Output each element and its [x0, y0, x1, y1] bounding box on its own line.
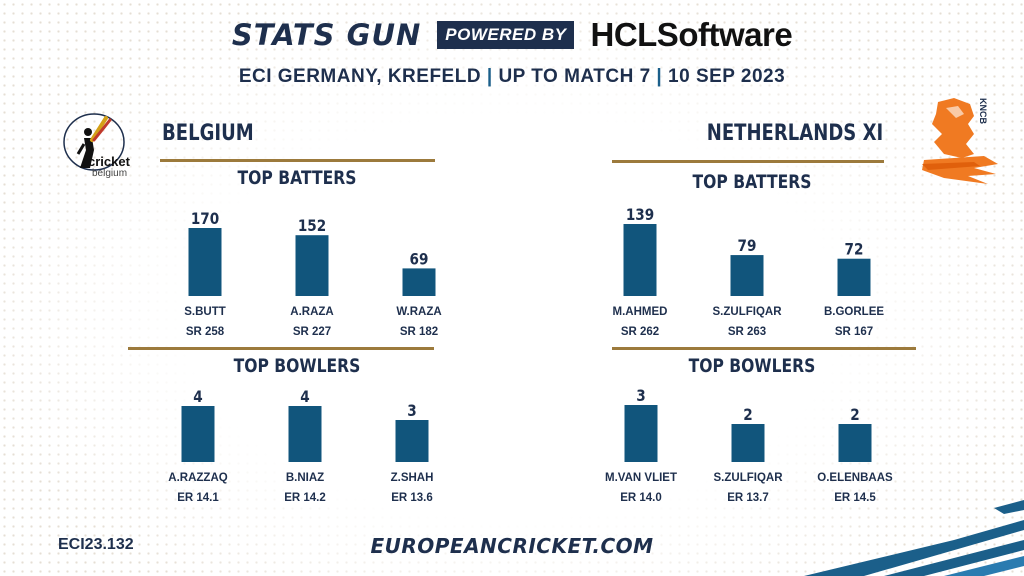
chart-bar — [402, 268, 436, 296]
player-name-label: S.ZULFIQAR — [714, 472, 784, 484]
batsman-icon — [63, 113, 125, 171]
player-rate-label: SR 182 — [400, 326, 438, 338]
bar-value-label: 4 — [300, 388, 309, 406]
player-name-label: S.BUTT — [184, 306, 226, 318]
rule-netherlands-top — [612, 160, 884, 163]
player-name-label: O.ELENBAAS — [817, 472, 893, 484]
kncb-logo: KNCB — [914, 94, 1002, 190]
player-name-label: A.RAZZAQ — [168, 472, 227, 484]
bar-value-label: 3 — [407, 402, 416, 420]
logo-word-belgium: belgium — [92, 168, 128, 179]
chart-bar — [288, 406, 322, 462]
player-name-label: M.AHMED — [613, 306, 668, 318]
player-rate-label: ER 13.6 — [391, 492, 433, 504]
player-rate-label: SR 258 — [186, 326, 225, 338]
player-name-label: M.VAN VLIET — [605, 472, 677, 484]
bar-value-label: 69 — [410, 250, 429, 268]
website-link[interactable]: EUROPEANCRICKET.COM — [370, 534, 654, 558]
logo-word-kncb: KNCB — [978, 98, 988, 124]
bar-value-label: 4 — [193, 388, 202, 406]
chart-bar — [395, 420, 429, 462]
subtitle-separator: | — [486, 66, 493, 87]
player-name-label: B.GORLEE — [824, 306, 884, 318]
logo-word-cricket: cricket — [88, 154, 130, 169]
player-rate-label: ER 14.2 — [284, 492, 326, 504]
player-rate-label: SR 167 — [835, 326, 873, 338]
brand-title: STATS GUN — [231, 18, 422, 52]
rule-belgium-top — [160, 159, 435, 162]
team-title-belgium: BELGIUM — [162, 121, 254, 146]
chart-bar — [623, 224, 657, 296]
sponsor-logo-text: HCLSoftware — [590, 16, 793, 53]
chart-bar — [181, 406, 215, 462]
player-rate-label: SR 227 — [293, 326, 331, 338]
section-title-netherlands-bowlers: TOP BOWLERS — [688, 355, 816, 377]
player-rate-label: ER 14.0 — [620, 492, 662, 504]
event-venue: ECI GERMANY, KREFELD — [238, 66, 482, 87]
subtitle-separator: | — [656, 66, 663, 87]
graphic-code: ECI23.132 — [58, 536, 134, 553]
powered-by-badge: POWERED BY — [437, 21, 575, 49]
player-rate-label: ER 13.7 — [727, 492, 769, 504]
player-rate-label: ER 14.5 — [834, 492, 876, 504]
chart-bar — [295, 235, 329, 296]
player-rate-label: ER 14.1 — [177, 492, 219, 504]
player-rate-label: SR 263 — [728, 326, 766, 338]
player-name-label: Z.SHAH — [391, 472, 434, 484]
player-rate-label: SR 262 — [621, 326, 659, 338]
player-name-label: S.ZULFIQAR — [713, 306, 783, 318]
bar-value-label: 2 — [743, 406, 752, 424]
player-name-label: W.RAZA — [396, 306, 441, 318]
bar-value-label: 170 — [191, 210, 219, 228]
header: STATS GUN POWERED BY HCLSoftware — [0, 16, 1024, 54]
chart-bar — [624, 405, 658, 462]
player-name-label: B.NIAZ — [286, 472, 324, 484]
bar-value-label: 72 — [845, 241, 864, 259]
event-match-range: UP TO MATCH 7 — [498, 66, 651, 87]
bar-value-label: 152 — [298, 217, 326, 235]
event-date: 10 SEP 2023 — [668, 66, 786, 87]
team-title-netherlands: NETHERLANDS XI — [706, 121, 883, 146]
corner-stripes-decoration — [804, 500, 1024, 576]
player-name-label: A.RAZA — [290, 306, 333, 318]
chart-bar — [838, 424, 872, 462]
rule-netherlands-mid — [612, 347, 916, 350]
section-title-belgium-bowlers: TOP BOWLERS — [233, 355, 361, 377]
section-title-netherlands-batters: TOP BATTERS — [692, 171, 812, 193]
bar-value-label: 79 — [738, 237, 757, 255]
rule-belgium-mid — [128, 347, 434, 350]
cricket-belgium-logo: cricket belgium — [54, 110, 144, 184]
chart-bar — [837, 258, 871, 296]
chart-bar — [730, 255, 764, 296]
bar-value-label: 3 — [636, 387, 645, 405]
bar-value-label: 2 — [850, 406, 859, 424]
section-title-belgium-batters: TOP BATTERS — [237, 167, 357, 189]
chart-bar — [731, 424, 765, 462]
event-subtitle: ECI GERMANY, KREFELD | UP TO MATCH 7 | 1… — [0, 66, 1024, 88]
bar-value-label: 139 — [626, 206, 654, 224]
lion-icon — [922, 98, 998, 184]
chart-bar — [188, 228, 222, 296]
